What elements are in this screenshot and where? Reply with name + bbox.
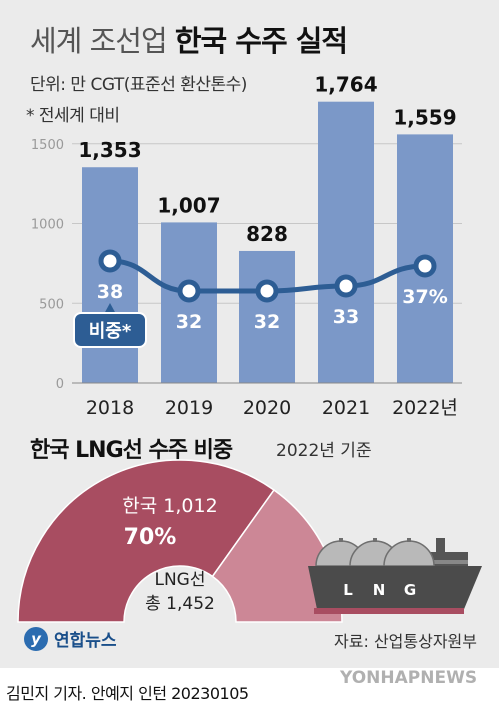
bar-value-label: 828 (246, 222, 288, 246)
yonhap-logo: y 연합뉴스 (24, 626, 117, 651)
share-legend-tag: 비중* (73, 303, 147, 348)
share-value-label: 37% (402, 286, 447, 308)
share-value-label: 32 (254, 311, 280, 333)
legend-box (73, 312, 147, 348)
bar (161, 222, 217, 383)
y-tick-label: 1000 (31, 218, 64, 233)
y-tick-label: 500 (39, 297, 64, 312)
share-value-label: 38 (97, 281, 123, 303)
bar-value-label: 1,559 (393, 105, 456, 129)
unit-label: 단위: 만 CGT(표준선 환산톤수) (30, 75, 247, 95)
orders-bar-chart: 0 500 1000 1500 1,353 2018 1,007 2019 828 2020 1,7… (31, 73, 462, 419)
logo-text: 연합뉴스 (54, 631, 117, 651)
donut-slice-korea (17, 459, 276, 623)
share-note: * 전세계 대비 (26, 106, 120, 126)
bar-value-label: 1,353 (78, 138, 141, 162)
y-tick-label: 0 (56, 377, 64, 392)
ship-lettering: L (343, 581, 353, 599)
lng-tank (383, 540, 435, 567)
x-tick-label: 2019 (165, 397, 213, 419)
korea-slice-percent: 70% (124, 525, 177, 550)
share-point (255, 279, 279, 303)
title-light: 세계 조선업 (30, 24, 168, 58)
lng-tank-cap (339, 538, 343, 542)
legend-label: 비중* (89, 321, 132, 342)
share-value-label: 32 (176, 311, 202, 333)
x-tick-label: 2018 (86, 397, 134, 419)
bar (318, 101, 374, 384)
lng-tank-cap (373, 538, 377, 542)
yonhap-logo-icon: y (24, 626, 48, 651)
x-tick-label: 2021 (322, 397, 370, 419)
lng-tank-cap (407, 538, 411, 542)
ship-lettering: G (404, 581, 416, 599)
credit-text: 김민지 기자. 안예지 인턴 20230105 (6, 684, 249, 703)
donut-total-label: LNG선 (154, 570, 205, 590)
title-bold: 한국 수주 실적 (174, 24, 348, 58)
y-tick-label: 1500 (31, 138, 64, 153)
ship-mast (436, 538, 445, 560)
share-point (334, 274, 358, 298)
watermark: YONHAPNEWS (340, 668, 478, 688)
credit-bar (0, 668, 499, 714)
share-point (98, 249, 122, 273)
x-tick-label: 2020 (243, 397, 291, 419)
lng-share-basis: 2022년 기준 (276, 441, 372, 461)
source-label: 자료: 산업통상자원부 (334, 632, 477, 651)
lng-share-title: 한국 LNG선 수주 비중 (30, 438, 233, 463)
ship-lettering: N (373, 581, 386, 599)
share-value-label: 33 (333, 306, 359, 328)
bar (239, 250, 295, 383)
bar-value-label: 1,007 (157, 193, 220, 217)
ship-bridge-window (428, 560, 468, 564)
bar-value-label: 1,764 (314, 73, 377, 97)
share-point (177, 279, 201, 303)
donut-total-value: 총 1,452 (145, 594, 215, 614)
share-point (413, 254, 437, 278)
ship-waterline (314, 608, 464, 614)
page-title: 세계 조선업 한국 수주 실적 (30, 18, 348, 60)
x-tick-label: 2022년 (392, 397, 458, 419)
ship-hull (308, 566, 482, 614)
korea-slice-label: 한국 1,012 (122, 495, 217, 517)
legend-pointer (104, 303, 116, 314)
